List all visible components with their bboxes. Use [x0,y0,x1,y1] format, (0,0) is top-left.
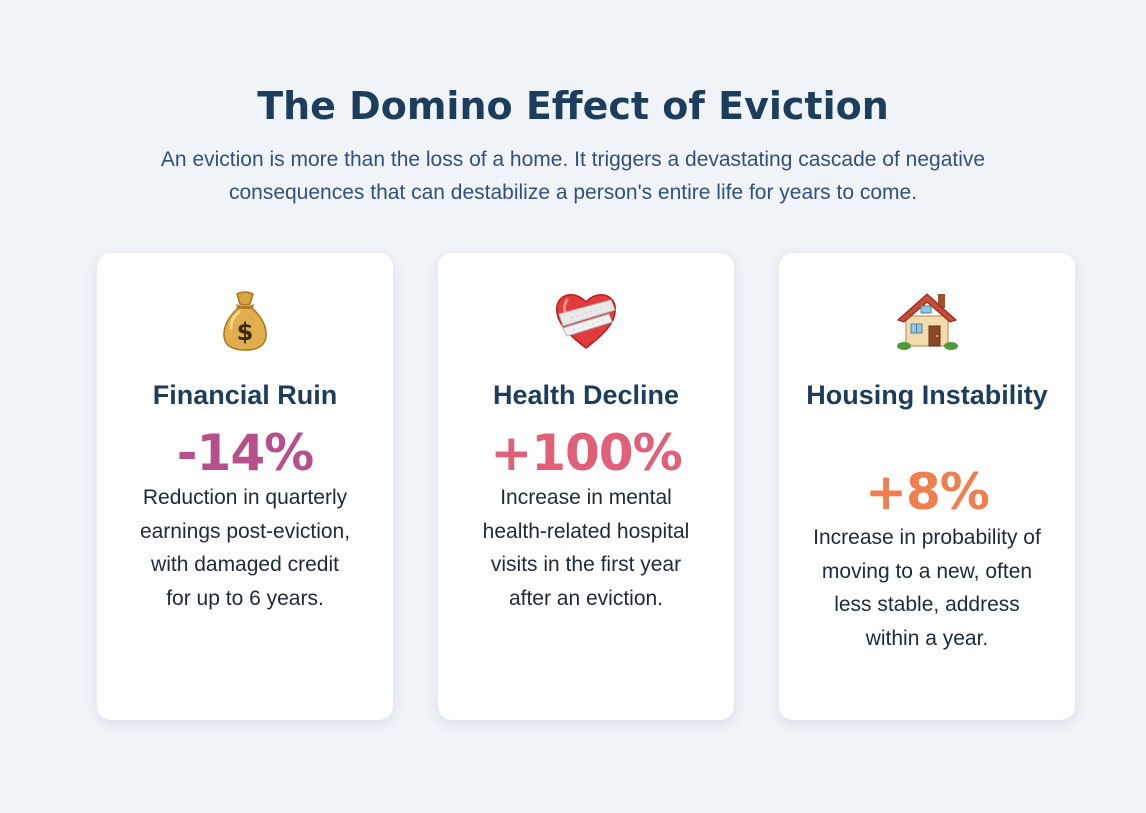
card-title: Health Decline [492,380,680,410]
card-title: Financial Ruin [152,380,338,410]
page-subtitle: An eviction is more than the loss of a h… [160,148,986,204]
page-title: The Domino Effect of Eviction [257,84,889,128]
stat-value: +8% [865,463,990,521]
svg-text:$: $ [237,318,254,346]
stat-value: -14% [176,424,314,482]
money-bag-icon: $ [97,287,393,353]
card-financial-ruin: $ Financial Ruin -14% Reduction in quart… [97,253,393,720]
bandaged-heart-icon [438,287,734,353]
card-description: Increase in mental health-related hospit… [482,486,690,610]
card-description: Increase in probability of moving to a n… [813,526,1041,650]
stat-value: +100% [490,424,682,482]
card-housing-instability: Housing Instability +8% Increase in prob… [779,253,1075,720]
card-health-decline: Health Decline +100% Increase in mental … [438,253,734,720]
card-title: Housing Instability [806,380,1048,410]
card-description: Reduction in quarterly earnings post-evi… [139,486,351,610]
house-icon [779,287,1075,353]
